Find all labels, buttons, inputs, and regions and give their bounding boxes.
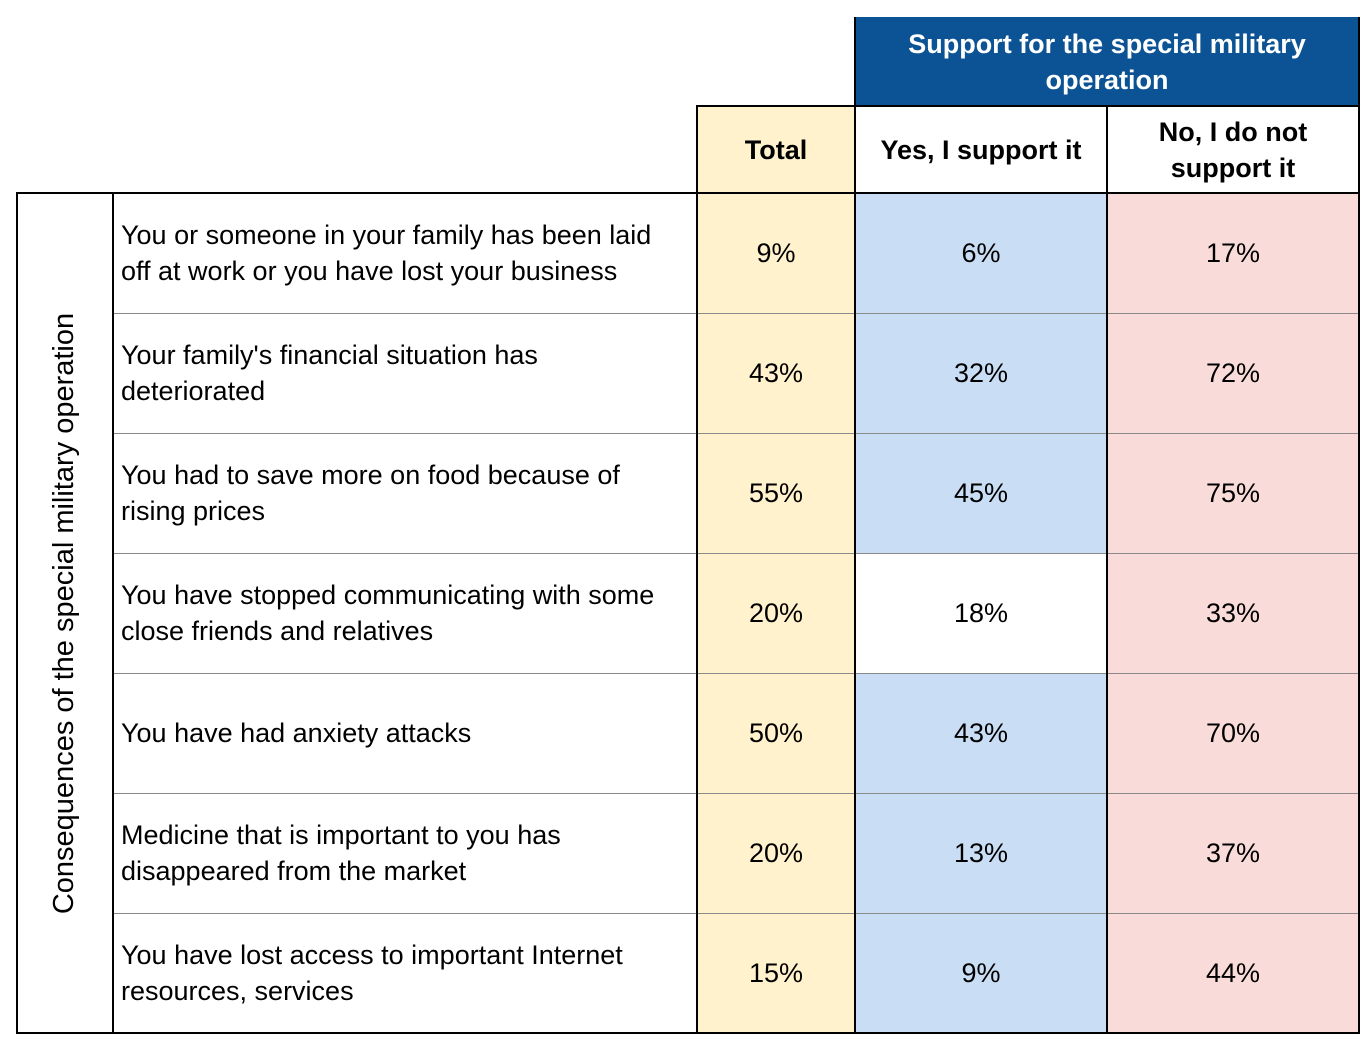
row-label-text: You have had anxiety attacks (121, 718, 472, 748)
side-label-cell: Consequences of the special military ope… (17, 193, 113, 1033)
column-header-yes: Yes, I support it (855, 106, 1107, 193)
divider-total (696, 105, 698, 1034)
side-label: Consequences of the special military ope… (48, 312, 81, 914)
cell-no-text: 72% (1205, 358, 1261, 388)
row-label: You have had anxiety attacks (113, 673, 697, 793)
cell-yes-text: 9% (961, 958, 1001, 988)
cell-yes: 32% (855, 313, 1107, 433)
cell-no: 17% (1107, 193, 1359, 313)
divider-no (1106, 105, 1108, 1034)
cell-total-text: 15% (748, 958, 804, 988)
cell-yes: 43% (855, 673, 1107, 793)
divider-yes (854, 17, 856, 1034)
border-top-headers (697, 105, 1359, 107)
border-top-body (17, 192, 1359, 194)
cell-yes-text: 32% (953, 358, 1009, 388)
cell-yes-text: 45% (953, 478, 1009, 508)
cell-no: 33% (1107, 553, 1359, 673)
row-label-text: You have lost access to important Intern… (121, 940, 623, 1006)
cell-yes: 45% (855, 433, 1107, 553)
group-header-label: Support for the special military operati… (908, 28, 1306, 95)
row-divider (113, 553, 1359, 554)
cell-no-text: 17% (1205, 238, 1261, 268)
row-divider (113, 793, 1359, 794)
row-label: You had to save more on food because of … (113, 433, 697, 553)
cell-total: 50% (697, 673, 855, 793)
border-bottom (17, 1032, 1359, 1034)
cell-total-text: 50% (748, 718, 804, 748)
cell-yes: 6% (855, 193, 1107, 313)
column-header-no-label: No, I do not support it (1158, 116, 1308, 183)
cell-no: 44% (1107, 913, 1359, 1033)
cell-no-text: 37% (1205, 838, 1261, 868)
row-label-text: You had to save more on food because of … (121, 460, 620, 526)
cell-no-text: 70% (1205, 718, 1261, 748)
cell-yes-text: 43% (953, 718, 1009, 748)
cell-total: 20% (697, 553, 855, 673)
cell-total-text: 43% (748, 358, 804, 388)
cell-yes: 13% (855, 793, 1107, 913)
cell-yes-text: 6% (961, 238, 1001, 268)
divider-side (112, 192, 114, 1034)
row-label-text: Your family's financial situation has de… (121, 340, 538, 406)
cell-yes-text: 13% (953, 838, 1009, 868)
border-left (16, 192, 18, 1034)
row-divider (113, 433, 1359, 434)
cell-no: 75% (1107, 433, 1359, 553)
row-divider (113, 673, 1359, 674)
column-header-yes-label: Yes, I support it (880, 134, 1082, 165)
cell-no: 70% (1107, 673, 1359, 793)
column-header-total: Total (697, 106, 855, 193)
cell-total-text: 55% (748, 478, 804, 508)
cell-total: 20% (697, 793, 855, 913)
row-label: You have stopped communicating with some… (113, 553, 697, 673)
row-divider (113, 913, 1359, 914)
cell-total-text: 9% (756, 238, 796, 268)
row-label-text: You have stopped communicating with some… (121, 580, 655, 646)
cell-total: 9% (697, 193, 855, 313)
cell-yes: 9% (855, 913, 1107, 1033)
border-right (1358, 17, 1360, 1034)
row-label-text: Medicine that is important to you has di… (121, 820, 561, 886)
cell-total: 55% (697, 433, 855, 553)
row-label-text: You or someone in your family has been l… (121, 220, 652, 286)
cell-yes: 18% (855, 553, 1107, 673)
cell-total-text: 20% (748, 838, 804, 868)
row-label: Medicine that is important to you has di… (113, 793, 697, 913)
group-header-support: Support for the special military operati… (855, 17, 1359, 106)
cell-no-text: 75% (1205, 478, 1261, 508)
cell-total: 15% (697, 913, 855, 1033)
cell-no: 37% (1107, 793, 1359, 913)
row-label: Your family's financial situation has de… (113, 313, 697, 433)
cell-no: 72% (1107, 313, 1359, 433)
cell-total: 43% (697, 313, 855, 433)
row-divider (113, 313, 1359, 314)
column-header-total-label: Total (744, 134, 808, 165)
cell-yes-text: 18% (953, 598, 1009, 628)
column-header-no: No, I do not support it (1107, 106, 1359, 193)
row-label: You or someone in your family has been l… (113, 193, 697, 313)
cell-no-text: 44% (1205, 958, 1261, 988)
cell-total-text: 20% (748, 598, 804, 628)
row-label: You have lost access to important Intern… (113, 913, 697, 1033)
cell-no-text: 33% (1205, 598, 1261, 628)
